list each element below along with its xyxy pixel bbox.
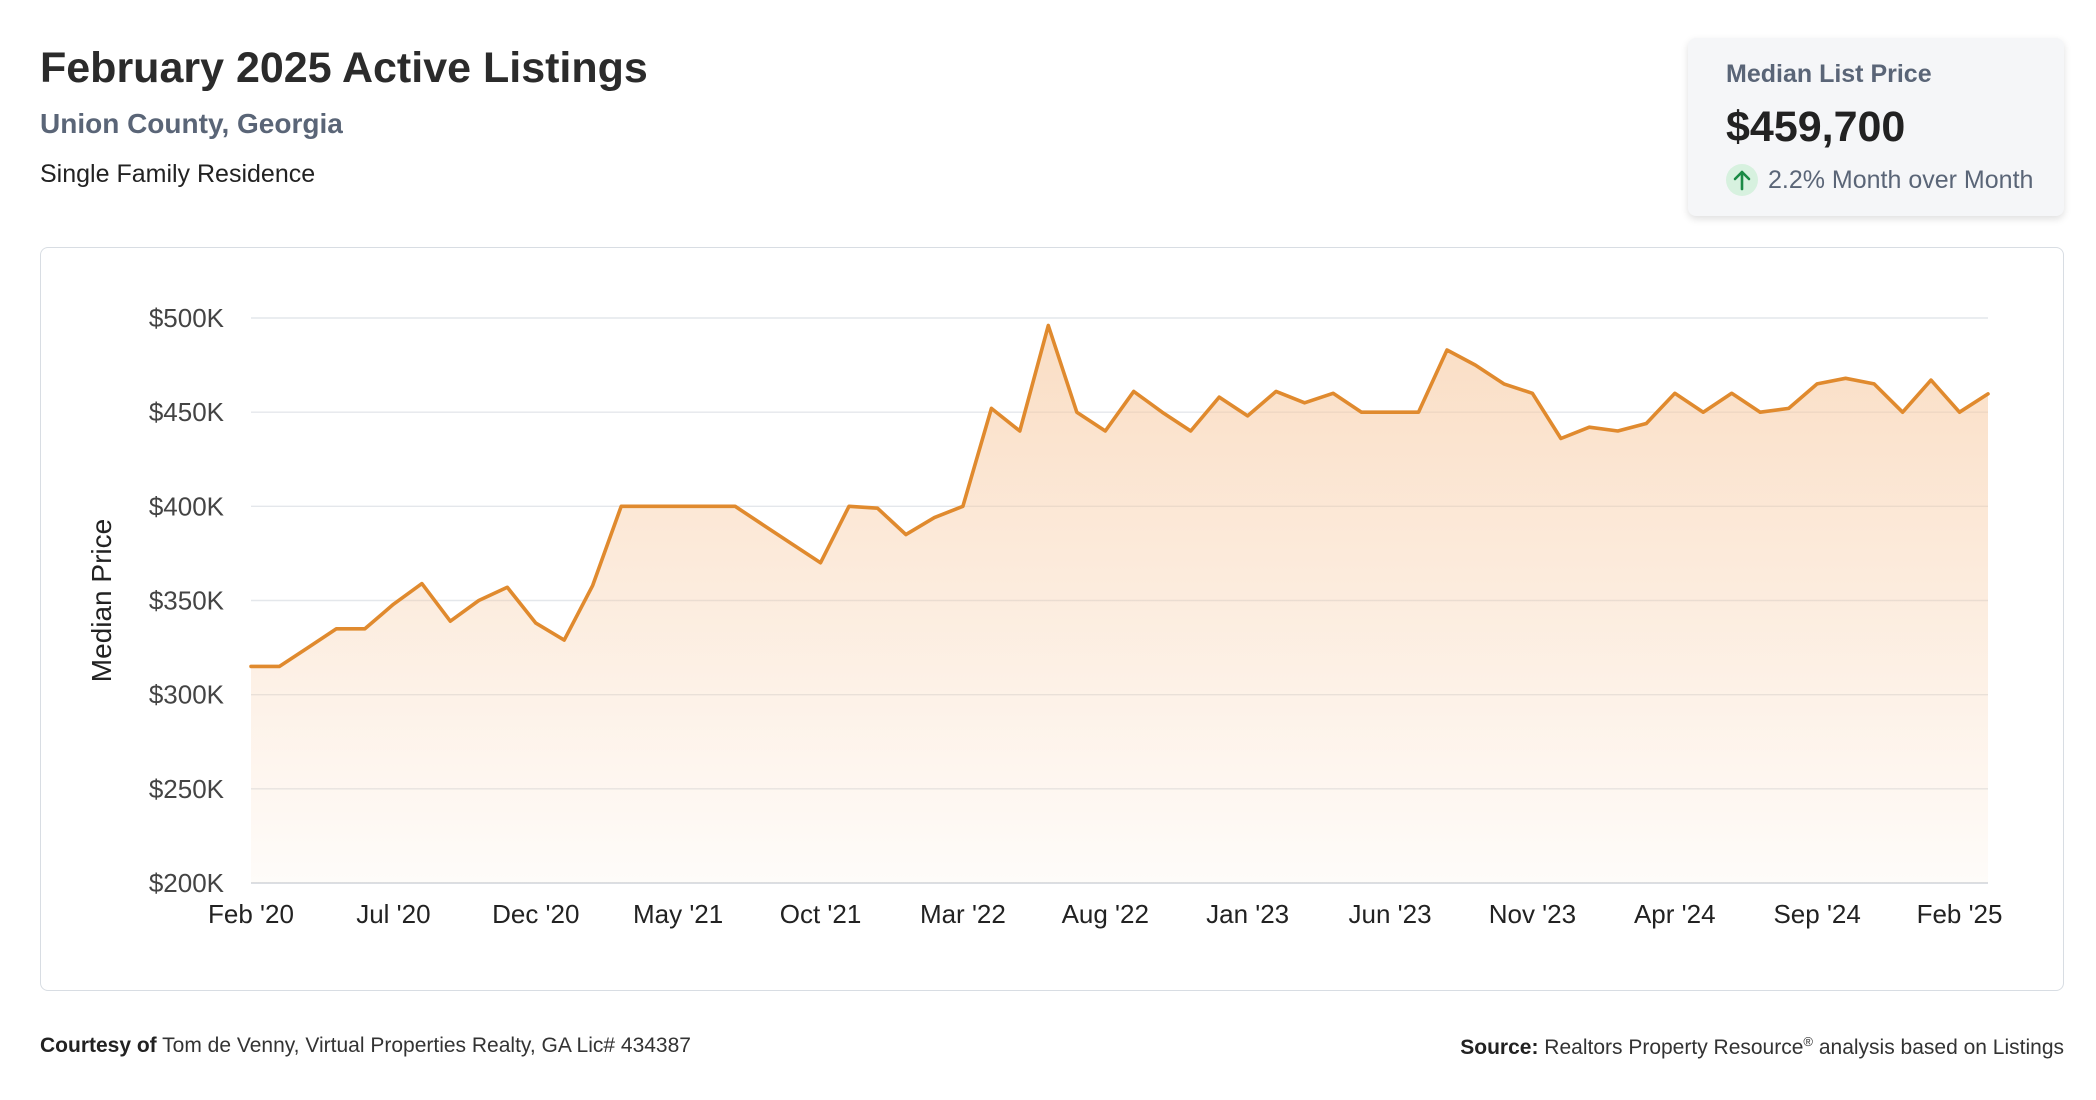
source-name: Realtors Property Resource xyxy=(1544,1036,1804,1059)
x-tick-label: Feb '20 xyxy=(208,899,294,929)
y-axis-label: Median Price xyxy=(86,519,117,682)
x-tick-label: Mar '22 xyxy=(920,899,1006,929)
x-tick-label: Jan '23 xyxy=(1206,899,1289,929)
y-tick-label: $450K xyxy=(149,397,225,427)
median-list-price-card: Median List Price $459,700 2.2% Month ov… xyxy=(1688,38,2064,216)
y-tick-label: $300K xyxy=(149,680,225,710)
x-tick-label: Sep '24 xyxy=(1773,899,1860,929)
y-tick-label: $200K xyxy=(149,868,225,898)
card-label: Median List Price xyxy=(1726,60,1932,88)
x-tick-label: Feb '25 xyxy=(1917,899,2003,929)
y-tick-label: $400K xyxy=(149,491,225,521)
source-footer: Source: Realtors Property Resource® anal… xyxy=(1460,1034,2064,1060)
median-price-chart: $200K $250K $300K $350K $400K $450K $500K Feb '… xyxy=(86,303,2003,929)
card-change: 2.2% Month over Month xyxy=(1726,164,2064,196)
arrow-up-icon xyxy=(1726,164,1758,196)
courtesy-text: Tom de Venny, Virtual Properties Realty,… xyxy=(162,1034,691,1057)
y-tick-label: $500K xyxy=(149,303,225,333)
x-tick-label: Jun '23 xyxy=(1349,899,1432,929)
x-tick-label: Aug '22 xyxy=(1062,899,1149,929)
courtesy-footer: Courtesy of Tom de Venny, Virtual Proper… xyxy=(40,1034,691,1058)
chart-container: $200K $250K $300K $350K $400K $450K $500K Feb '… xyxy=(40,247,2064,991)
page-title: February 2025 Active Listings xyxy=(40,44,648,92)
source-label: Source: xyxy=(1460,1036,1539,1059)
x-tick-label: Jul '20 xyxy=(356,899,430,929)
y-tick-label: $250K xyxy=(149,774,225,804)
x-tick-label: Nov '23 xyxy=(1489,899,1576,929)
price-area xyxy=(251,325,1988,883)
x-tick-label: May '21 xyxy=(633,899,723,929)
x-tick-label: Apr '24 xyxy=(1634,899,1716,929)
card-value: $459,700 xyxy=(1726,103,1906,151)
source-text: analysis based on Listings xyxy=(1818,1036,2064,1059)
courtesy-label: Courtesy of xyxy=(40,1034,157,1057)
change-text: 2.2% Month over Month xyxy=(1768,165,2034,194)
x-tick-label: Oct '21 xyxy=(780,899,862,929)
property-type-label: Single Family Residence xyxy=(40,160,316,188)
median-price-line xyxy=(249,323,1990,669)
registered-mark: ® xyxy=(1803,1034,1813,1049)
y-tick-label: $350K xyxy=(149,586,225,616)
x-tick-label: Dec '20 xyxy=(492,899,579,929)
location-subtitle: Union County, Georgia xyxy=(40,108,343,139)
